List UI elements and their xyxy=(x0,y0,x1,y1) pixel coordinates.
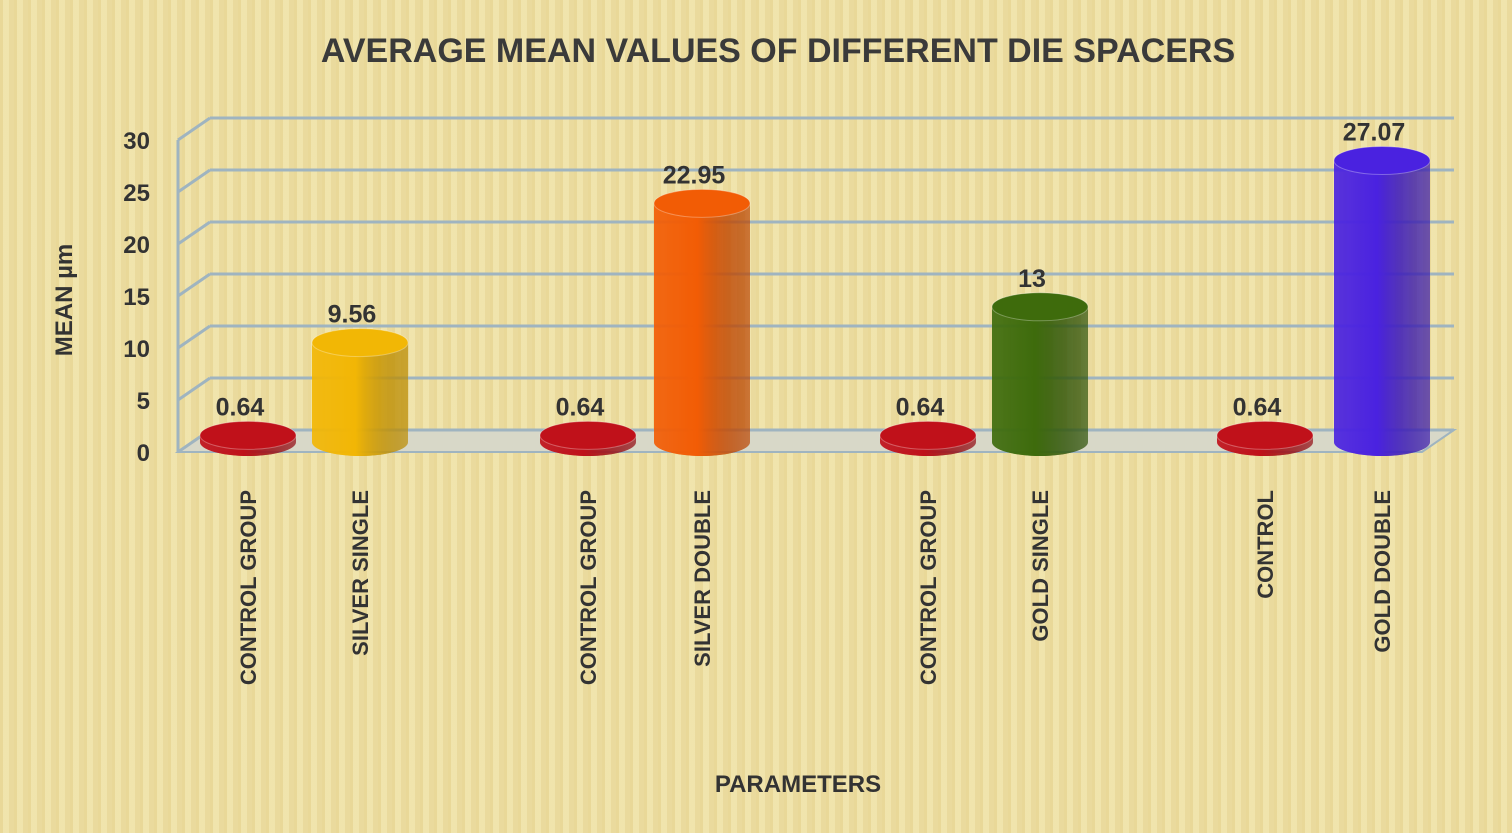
bar-top xyxy=(539,420,637,450)
bar: 27.07 xyxy=(1333,118,1431,457)
y-axis-label: MEAN µm xyxy=(51,244,78,357)
data-label: 0.64 xyxy=(896,393,945,421)
bar-top xyxy=(199,420,297,450)
x-axis-label: PARAMETERS xyxy=(715,771,881,798)
bar-top xyxy=(991,292,1089,322)
bars: 0.64 9.56 0.64 22.95 0.64 13 0.64 27.07 xyxy=(199,118,1431,457)
gridline-slant xyxy=(177,220,211,246)
bar-top xyxy=(653,188,751,218)
gridline-slant xyxy=(177,116,211,142)
bar-shade xyxy=(992,306,1088,456)
bar: 0.64 xyxy=(539,393,637,456)
bar: 0.64 xyxy=(879,393,977,456)
gridline-slant xyxy=(177,272,211,298)
y-tick-label: 0 xyxy=(137,440,150,467)
bar-shade xyxy=(1334,160,1430,457)
bar-top xyxy=(1216,420,1314,450)
bar-shade xyxy=(654,203,750,456)
bar-top xyxy=(311,328,409,358)
y-ticks: 0 5 10 15 20 25 30 xyxy=(123,128,150,467)
data-label: 0.64 xyxy=(1233,393,1282,421)
bar: 0.64 xyxy=(1216,393,1314,456)
y-tick-label: 20 xyxy=(123,232,150,259)
bar-shade xyxy=(312,342,408,456)
category-label: CONTROL xyxy=(1253,490,1278,599)
data-label: 0.64 xyxy=(556,393,605,421)
bar-top xyxy=(1333,145,1431,175)
gridline-slant xyxy=(177,324,211,350)
data-label: 0.64 xyxy=(216,393,265,421)
category-label: SILVER SINGLE xyxy=(348,490,373,656)
y-tick-label: 10 xyxy=(123,336,150,363)
data-label: 13 xyxy=(1018,265,1046,293)
gridline-slant xyxy=(177,376,211,402)
y-tick-label: 15 xyxy=(123,284,150,311)
y-tick-label: 5 xyxy=(137,388,150,415)
category-label: CONTROL GROUP xyxy=(916,490,941,685)
data-label: 27.07 xyxy=(1343,118,1406,146)
category-labels: CONTROL GROUP SILVER SINGLE CONTROL GROUP S… xyxy=(236,490,1395,685)
data-label: 9.56 xyxy=(328,301,377,329)
category-label: CONTROL GROUP xyxy=(236,490,261,685)
y-tick-label: 25 xyxy=(123,180,150,207)
category-label: GOLD DOUBLE xyxy=(1370,490,1395,653)
category-label: GOLD SINGLE xyxy=(1028,490,1053,642)
category-label: SILVER DOUBLE xyxy=(690,490,715,667)
bar: 22.95 xyxy=(653,161,751,456)
data-label: 22.95 xyxy=(663,161,726,189)
bar-top xyxy=(879,420,977,450)
gridline-slant xyxy=(177,168,211,194)
bar: 0.64 xyxy=(199,393,297,456)
category-label: CONTROL GROUP xyxy=(576,490,601,685)
bar: 13 xyxy=(991,265,1089,456)
bar: 9.56 xyxy=(311,301,409,456)
chart-title: AVERAGE MEAN VALUES OF DIFFERENT DIE SPA… xyxy=(321,32,1235,70)
y-tick-label: 30 xyxy=(123,128,150,155)
